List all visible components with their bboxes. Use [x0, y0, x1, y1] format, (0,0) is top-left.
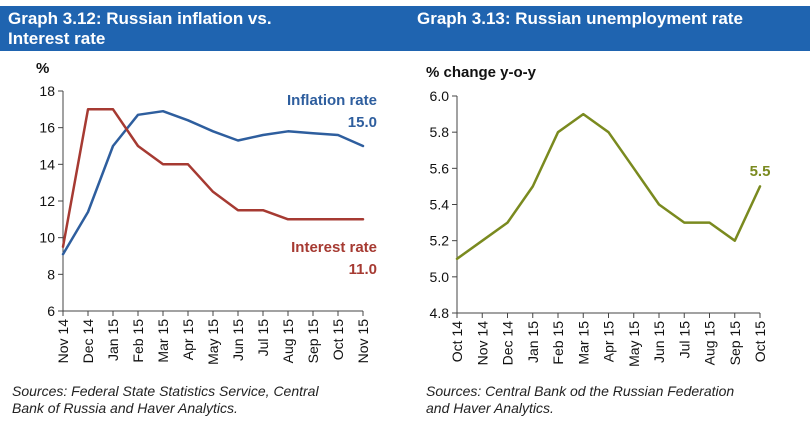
x-tick-label: Jan 15	[105, 319, 121, 361]
x-tick-label: Nov 14	[474, 321, 490, 366]
x-tick-label: Feb 15	[130, 319, 146, 363]
x-tick-label: Feb 15	[550, 321, 566, 365]
chart-title-line1: Graph 3.13: Russian unemployment rate	[417, 9, 743, 28]
x-tick-label: Aug 15	[702, 321, 718, 366]
series-end-value-label: 5.5	[750, 163, 771, 180]
source-line2: Bank of Russia and Haver Analytics.	[12, 400, 238, 416]
x-tick-label: Oct 14	[449, 321, 465, 362]
x-tick-label: Apr 15	[601, 321, 617, 362]
x-tick-label: Dec 14	[80, 319, 96, 364]
chart-source-inflation: Sources: Federal State Statistics Servic…	[12, 383, 342, 417]
source-line2: and Haver Analytics.	[426, 400, 554, 416]
x-tick-label: Oct 15	[752, 321, 768, 362]
y-tick-label: 14	[39, 156, 55, 172]
x-tick-label: Mar 15	[575, 321, 591, 365]
x-tick-label: May 15	[626, 321, 642, 367]
series-end-value-label: 11.0	[349, 261, 377, 278]
x-tick-label: Dec 14	[500, 321, 516, 366]
y-axis-label: %	[36, 60, 49, 77]
y-tick-label: 5.6	[430, 160, 450, 176]
series-line-0	[455, 112, 762, 261]
chart-title-line1: Graph 3.12: Russian inflation vs.	[8, 9, 272, 28]
series-line-0	[61, 109, 365, 256]
chart-title-unemployment: Graph 3.13: Russian unemployment rate	[405, 6, 810, 51]
x-tick-label: Sep 15	[727, 321, 743, 366]
y-tick-label: 18	[39, 83, 55, 99]
x-tick-label: Jul 15	[676, 321, 692, 359]
x-tick-label: Oct 15	[330, 319, 346, 360]
x-tick-label: Jun 15	[230, 319, 246, 361]
y-tick-label: 5.8	[430, 124, 450, 140]
x-tick-label: May 15	[205, 319, 221, 365]
y-tick-label: 16	[39, 120, 55, 136]
x-tick-label: Aug 15	[280, 319, 296, 364]
source-line1: Sources: Central Bank od the Russian Fed…	[426, 383, 735, 399]
series-line-1	[61, 108, 365, 249]
x-tick-label: Jul 15	[255, 319, 271, 357]
y-tick-label: 8	[47, 266, 55, 282]
y-tick-label: 6.0	[430, 88, 450, 104]
y-tick-label: 6	[47, 303, 55, 319]
series-legend-label: Inflation rate	[287, 92, 377, 109]
x-tick-label: Mar 15	[155, 319, 171, 363]
y-tick-label: 5.4	[430, 197, 450, 213]
series-end-value-label: 15.0	[348, 114, 377, 131]
x-tick-label: Nov 15	[355, 319, 371, 364]
x-tick-label: Nov 14	[55, 319, 71, 364]
series-legend-label: Interest rate	[291, 239, 377, 256]
x-tick-label: Sep 15	[305, 319, 321, 364]
y-axis-label: % change y-o-y	[426, 64, 537, 81]
y-tick-label: 5.0	[430, 269, 450, 285]
chart-title-inflation: Graph 3.12: Russian inflation vs. Intere…	[0, 6, 405, 51]
y-tick-label: 5.2	[430, 233, 450, 249]
x-tick-label: Apr 15	[180, 319, 196, 360]
y-tick-label: 12	[39, 193, 55, 209]
y-tick-label: 10	[39, 230, 55, 246]
chart-source-unemployment: Sources: Central Bank od the Russian Fed…	[426, 383, 786, 417]
chart-title-line2: Interest rate	[8, 29, 106, 48]
source-line1: Sources: Federal State Statistics Servic…	[12, 383, 319, 399]
x-tick-label: Jun 15	[651, 321, 667, 363]
x-tick-label: Jan 15	[525, 321, 541, 363]
y-tick-label: 4.8	[430, 305, 450, 321]
